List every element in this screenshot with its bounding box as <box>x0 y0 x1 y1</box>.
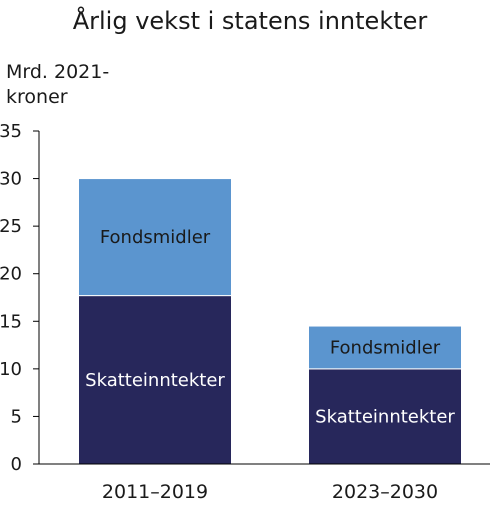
y-tick-label: 5 <box>11 406 22 427</box>
y-tick-label: 20 <box>0 264 22 285</box>
x-category-label: 2011–2019 <box>102 481 208 503</box>
chart-title: Årlig vekst i statens inntekter <box>73 6 428 35</box>
y-axis-unit-line-1: Mrd. 2021- <box>6 61 109 83</box>
bar-segment-skatteinntekter <box>308 368 462 465</box>
y-axis-unit-line-2: kroner <box>6 86 68 108</box>
bar-segment-label: Skatteinntekter <box>315 406 455 427</box>
bar-segment-label: Fondsmidler <box>100 227 211 248</box>
y-tick-label: 25 <box>0 216 22 237</box>
bar-segment-label: Skatteinntekter <box>85 370 225 391</box>
y-tick-label: 30 <box>0 169 22 190</box>
y-tick-label: 15 <box>0 311 22 332</box>
bar-segment-skatteinntekter <box>78 295 232 465</box>
bar-segment-label: Fondsmidler <box>330 337 441 358</box>
y-tick-label: 35 <box>0 121 22 142</box>
y-tick-label: 10 <box>0 359 22 380</box>
bar-segment-fondsmidler <box>308 325 462 370</box>
y-tick-label: 0 <box>11 454 22 475</box>
bar-segment-fondsmidler <box>78 178 232 297</box>
x-category-label: 2023–2030 <box>332 481 438 503</box>
